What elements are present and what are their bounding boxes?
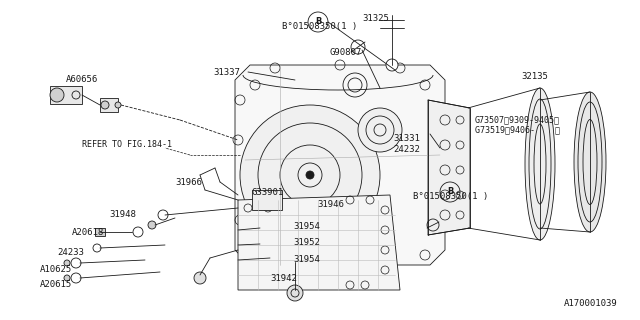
Circle shape — [50, 88, 64, 102]
Circle shape — [148, 221, 156, 229]
Text: 31337: 31337 — [213, 68, 240, 77]
Circle shape — [240, 105, 380, 245]
Circle shape — [64, 260, 70, 266]
Circle shape — [287, 285, 303, 301]
Text: A170001039: A170001039 — [564, 299, 618, 308]
Text: 31946: 31946 — [317, 200, 344, 209]
Circle shape — [194, 272, 206, 284]
Text: 31325: 31325 — [362, 14, 389, 23]
Text: REFER TO FIG.184-1: REFER TO FIG.184-1 — [82, 140, 172, 149]
Text: G73507〈9309-9405〉: G73507〈9309-9405〉 — [475, 115, 560, 124]
Bar — [50, 86, 82, 104]
Circle shape — [306, 171, 314, 179]
Circle shape — [101, 101, 109, 109]
Text: 31966: 31966 — [175, 178, 202, 187]
Text: A20615: A20615 — [40, 280, 72, 289]
Text: 31954: 31954 — [293, 222, 320, 231]
Text: 31331: 31331 — [393, 134, 420, 143]
Text: 31952: 31952 — [293, 238, 320, 247]
Polygon shape — [235, 65, 445, 265]
Circle shape — [115, 102, 121, 108]
Circle shape — [386, 59, 398, 71]
Text: B°01508350(1 ): B°01508350(1 ) — [413, 192, 488, 201]
Polygon shape — [428, 100, 470, 235]
Bar — [95, 228, 105, 236]
Text: G90807: G90807 — [330, 48, 362, 57]
Text: B°01508350(1 ): B°01508350(1 ) — [282, 22, 357, 31]
Text: 31954: 31954 — [293, 255, 320, 264]
Text: B: B — [315, 18, 321, 27]
Text: A10625: A10625 — [40, 265, 72, 274]
Text: A20618: A20618 — [72, 228, 104, 237]
Text: G33901: G33901 — [252, 188, 284, 197]
Bar — [100, 98, 118, 112]
Circle shape — [358, 108, 402, 152]
Text: B: B — [447, 188, 453, 196]
Text: 32135: 32135 — [521, 72, 548, 81]
Text: 24233: 24233 — [57, 248, 84, 257]
Polygon shape — [238, 195, 400, 290]
Ellipse shape — [574, 92, 606, 232]
Ellipse shape — [525, 88, 555, 240]
Text: 24232: 24232 — [393, 145, 420, 154]
Text: A60656: A60656 — [66, 75, 99, 84]
Text: 31942: 31942 — [270, 274, 297, 283]
Circle shape — [64, 275, 70, 281]
Text: G73519〈9406-    〉: G73519〈9406- 〉 — [475, 125, 560, 134]
Bar — [252, 190, 282, 210]
Text: 31948: 31948 — [109, 210, 136, 219]
